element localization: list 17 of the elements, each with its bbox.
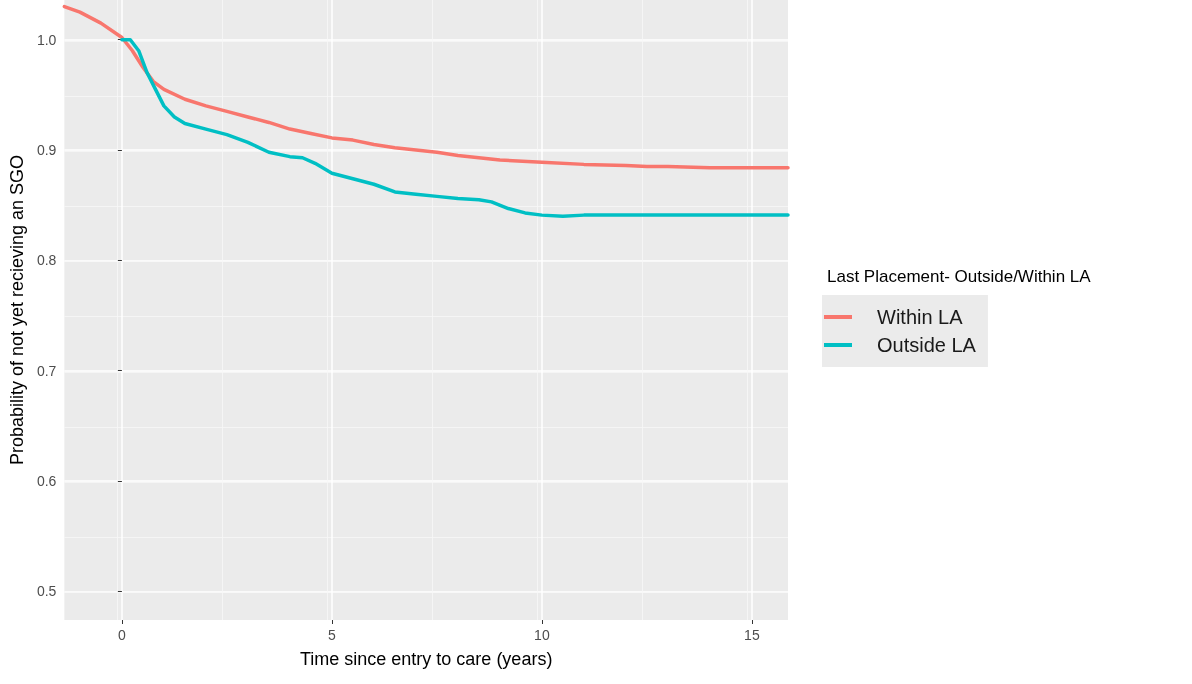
y-tick-label: 0.6 <box>36 473 57 489</box>
line-series <box>120 37 790 218</box>
y-tick-label: 0.5 <box>36 583 57 600</box>
x-tick-label: 15 <box>744 627 760 643</box>
x-tick-label: 0 <box>118 627 126 643</box>
legend-label: Outside LA <box>877 334 977 356</box>
line-series <box>62 4 790 170</box>
x-tick-label: 5 <box>328 627 336 643</box>
x-axis-title: Time since entry to care (years) <box>299 649 553 669</box>
y-tick-label: 0.9 <box>36 142 57 159</box>
legend-label: Within LA <box>877 306 964 328</box>
x-tick-label: 10 <box>534 627 550 643</box>
y-tick-label: 1.0 <box>36 31 57 48</box>
y-tick-label: 0.8 <box>36 252 57 269</box>
y-axis-title: Probability of not yet recieving an SGO <box>7 154 27 466</box>
legend-title: Last Placement- Outside/Within LA <box>827 267 1092 286</box>
y-tick-label: 0.7 <box>36 362 57 379</box>
